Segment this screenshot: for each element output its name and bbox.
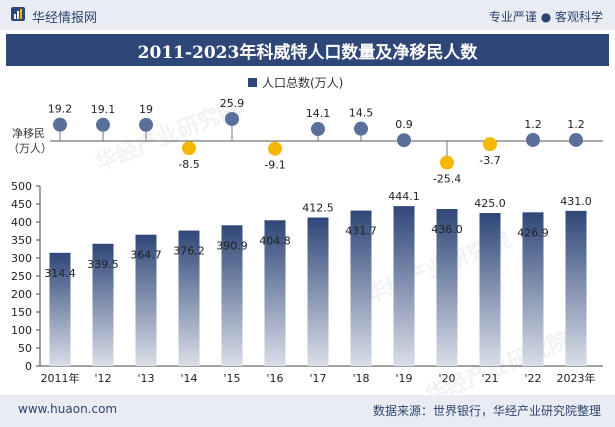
y-tick-label: 100 <box>11 324 32 337</box>
x-tick-label: '13 <box>137 372 154 385</box>
population-bar <box>479 213 501 366</box>
population-bar <box>307 217 329 366</box>
y-tick-label: 0 <box>25 360 32 373</box>
migration-data-label: 25.9 <box>220 97 245 110</box>
population-bar <box>522 212 544 366</box>
legend-swatch <box>248 78 257 87</box>
population-data-label: 425.0 <box>474 197 506 210</box>
population-data-label: 426.9 <box>517 226 549 239</box>
population-data-label: 412.5 <box>302 202 334 215</box>
migration-data-label: -3.7 <box>479 154 500 167</box>
y-tick-label: 200 <box>11 288 32 301</box>
brand[interactable]: 华经情报网 <box>10 6 97 26</box>
tagline: 专业严谨 ● 客观科学 <box>488 10 603 24</box>
migration-point <box>526 132 540 147</box>
population-bar <box>92 243 114 366</box>
migration-axis-label: 净移民 <box>12 126 45 140</box>
migration-data-label: -9.1 <box>264 159 285 172</box>
legend-label: 人口总数(万人) <box>262 75 343 90</box>
migration-point <box>397 133 411 148</box>
y-tick-label: 250 <box>11 270 32 283</box>
migration-point <box>268 141 282 156</box>
migration-data-label: 0.9 <box>395 118 413 131</box>
x-tick-label: '17 <box>309 372 326 385</box>
migration-point <box>96 117 110 132</box>
migration-point <box>354 121 368 136</box>
y-tick-label: 400 <box>11 216 32 229</box>
migration-point <box>440 155 454 170</box>
migration-data-label: 14.5 <box>349 107 374 120</box>
y-tick-label: 300 <box>11 252 32 265</box>
footer-source: 数据来源：世界银行，华经产业研究院整理 <box>372 404 601 418</box>
x-tick-label: 2023年 <box>557 371 596 385</box>
title-bar: 2011-2023年科威特人口数量及净移民人数 <box>6 34 609 66</box>
migration-point <box>139 117 153 132</box>
brand-name: 华经情报网 <box>32 10 98 26</box>
population-bar <box>393 206 415 366</box>
population-bar <box>178 230 200 366</box>
chart-title: 2011-2023年科威特人口数量及净移民人数 <box>137 42 478 63</box>
x-tick-label: '14 <box>180 372 197 385</box>
migration-data-label: -8.5 <box>178 158 199 171</box>
x-tick-label: 2011年 <box>41 371 80 385</box>
y-tick-label: 500 <box>11 180 32 193</box>
x-tick-label: '12 <box>94 372 111 385</box>
migration-point <box>483 137 497 152</box>
population-data-label: 364.7 <box>130 249 162 262</box>
migration-data-label: 19.1 <box>91 103 116 116</box>
population-bar <box>350 210 372 366</box>
migration-point <box>569 132 583 147</box>
migration-data-label: 1.2 <box>567 118 585 131</box>
footer-bar: www.huaon.com 数据来源：世界银行，华经产业研究院整理 <box>0 395 615 427</box>
population-data-label: 444.1 <box>388 190 420 203</box>
population-data-label: 376.2 <box>173 245 205 258</box>
population-data-label: 404.8 <box>259 234 291 247</box>
x-tick-label: '16 <box>266 372 283 385</box>
y-tick-label: 150 <box>11 306 32 319</box>
migration-data-label: -25.4 <box>433 173 461 186</box>
population-bar <box>221 225 243 366</box>
x-tick-label: '20 <box>438 372 455 385</box>
population-data-label: 390.9 <box>216 239 248 252</box>
x-tick-label: '22 <box>524 372 541 385</box>
y-tick-label: 50 <box>18 342 32 355</box>
migration-point <box>311 122 325 137</box>
population-data-label: 431.7 <box>345 225 377 238</box>
migration-data-label: 19.2 <box>48 103 73 116</box>
x-tick-label: '18 <box>352 372 369 385</box>
y-tick-label: 450 <box>11 198 32 211</box>
header-bar: 华经情报网 专业严谨 ● 客观科学 <box>0 0 615 30</box>
population-bar <box>436 209 458 366</box>
migration-point <box>225 111 239 126</box>
population-bar <box>264 220 286 366</box>
migration-point <box>182 141 196 156</box>
footer-url[interactable]: www.huaon.com <box>18 402 118 416</box>
migration-point <box>53 117 67 132</box>
migration-data-label: 1.2 <box>524 118 542 131</box>
x-tick-label: '21 <box>481 372 498 385</box>
population-bar <box>49 252 71 366</box>
x-tick-label: '19 <box>395 372 412 385</box>
population-data-label: 436.0 <box>431 223 463 236</box>
migration-data-label: 19 <box>139 103 153 116</box>
y-tick-label: 350 <box>11 234 32 247</box>
population-data-label: 339.5 <box>87 258 119 271</box>
migration-data-label: 14.1 <box>306 107 331 120</box>
brand-logo-icon <box>10 6 26 26</box>
x-tick-label: '15 <box>223 372 240 385</box>
population-data-label: 431.0 <box>560 195 592 208</box>
population-bar <box>135 234 157 366</box>
migration-axis-label-unit: （万人） <box>8 142 52 155</box>
population-data-label: 314.4 <box>44 267 76 280</box>
population-bar <box>565 210 587 366</box>
